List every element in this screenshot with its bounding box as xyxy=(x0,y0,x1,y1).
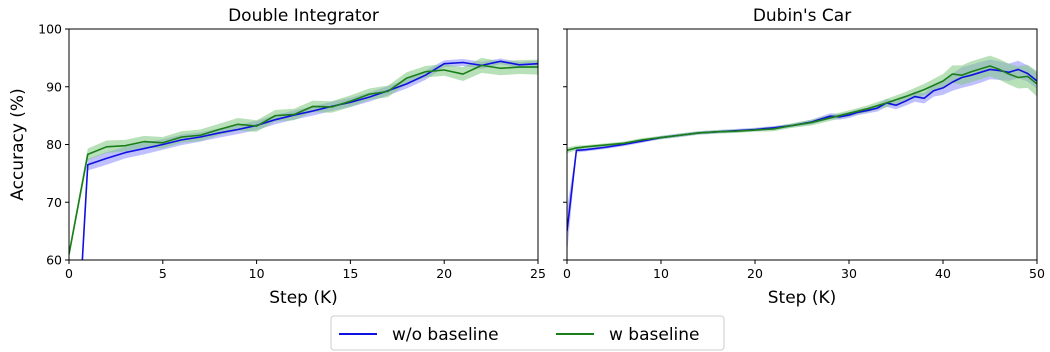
y-axis-title: Accuracy (%) xyxy=(8,88,28,200)
y-tick-label: 60 xyxy=(46,253,62,268)
x-tick-label: 5 xyxy=(159,266,167,281)
x-tick-label: 0 xyxy=(563,266,571,281)
x-tick-label: 10 xyxy=(249,266,265,281)
y-tick-label: 100 xyxy=(38,22,62,37)
plot-area xyxy=(69,57,538,260)
x-tick-label: 10 xyxy=(653,266,669,281)
band-w-baseline xyxy=(69,57,538,259)
panel-title: Dubin's Car xyxy=(753,6,851,26)
legend-label-w-baseline: w baseline xyxy=(609,325,700,345)
legend-frame xyxy=(330,315,725,351)
panel-dubins-car: 0 10 20 30 40 50 Dubin's Car Step (K) xyxy=(563,6,1045,308)
panel-title: Double Integrator xyxy=(228,6,379,26)
y-tick-label: 70 xyxy=(46,195,62,210)
x-tick-label: 30 xyxy=(841,266,857,281)
x-tick-label: 25 xyxy=(530,266,546,281)
series-line-w-baseline xyxy=(69,64,538,255)
x-tick-label: 50 xyxy=(1029,266,1045,281)
y-tick-label: 90 xyxy=(46,79,62,94)
x-tick-label: 0 xyxy=(65,266,73,281)
x-tick-label: 20 xyxy=(747,266,763,281)
plot-area xyxy=(567,55,1037,255)
y-tick-label: 80 xyxy=(46,137,62,152)
series-line-w-baseline xyxy=(567,65,1037,152)
x-tick-label: 15 xyxy=(342,266,358,281)
band-wo-baseline xyxy=(567,59,1037,255)
band-w-baseline xyxy=(567,55,1037,154)
x-axis-title: Step (K) xyxy=(269,288,338,308)
panel-double-integrator: 0 5 10 15 20 25 60 70 80 90 100 Double Integrator St… xyxy=(8,6,546,308)
x-tick-label: 40 xyxy=(935,266,951,281)
x-tick-label: 20 xyxy=(436,266,452,281)
legend-label-wo-baseline: w/o baseline xyxy=(392,325,499,345)
x-axis-title: Step (K) xyxy=(768,288,837,308)
legend: w/o baseline w baseline xyxy=(330,315,725,351)
series-line-wo-baseline xyxy=(567,68,1037,232)
